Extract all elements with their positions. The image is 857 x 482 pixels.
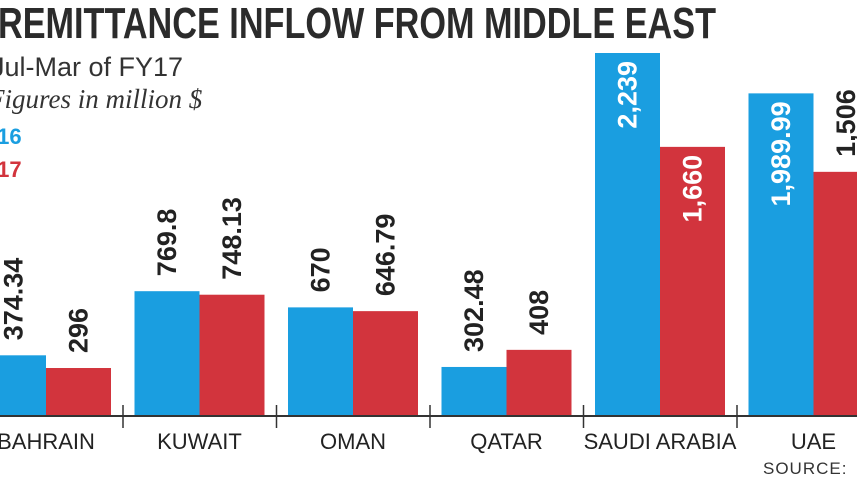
- bar-qatar-fy17: [506, 349, 572, 416]
- bar-bahrain-fy17: [46, 368, 111, 416]
- bar-qatar-fy16: [441, 366, 507, 416]
- bar-saudi-arabia-fy16: [595, 53, 660, 416]
- bar-uae-fy17: [813, 171, 857, 416]
- bar-oman-fy16: [288, 307, 353, 416]
- value-label: 748.13: [217, 197, 247, 280]
- category-label: UAE: [791, 429, 836, 454]
- value-label: 646.79: [371, 214, 401, 297]
- category-label: SAUDI ARABIA: [584, 429, 737, 454]
- bar-kuwait-fy17: [199, 294, 265, 416]
- value-label: 302.48: [459, 269, 489, 352]
- value-label: 1,989.99: [766, 101, 796, 206]
- chart-title: REMITTANCE INFLOW FROM MIDDLE EAST: [0, 0, 716, 48]
- value-label: 296: [64, 308, 94, 353]
- bar-bahrain-fy16: [0, 355, 46, 416]
- value-label: 374.34: [0, 258, 29, 341]
- bar-oman-fy17: [353, 311, 418, 416]
- source-note: SOURCE:: [763, 459, 847, 478]
- value-label: 1,506: [831, 89, 857, 157]
- legend-fy17: FY17: [0, 157, 22, 182]
- value-label: 2,239: [613, 61, 643, 129]
- bar-saudi-arabia-fy17: [660, 146, 725, 417]
- value-label: 670: [306, 247, 336, 292]
- value-label: 408: [524, 290, 554, 335]
- category-label: KUWAIT: [157, 429, 242, 454]
- category-label: BAHRAIN: [0, 429, 95, 454]
- value-label: 769.8: [152, 209, 182, 277]
- bar-uae-fy16: [748, 93, 814, 417]
- chart-subtitle: Jul-Mar of FY17: [0, 52, 183, 82]
- bar-kuwait-fy16: [134, 291, 200, 416]
- legend-fy16: FY16: [0, 124, 22, 149]
- unit-note: Figures in million $: [0, 84, 203, 114]
- value-label: 1,660: [678, 155, 708, 223]
- category-label: OMAN: [320, 429, 386, 454]
- category-label: QATAR: [470, 429, 543, 454]
